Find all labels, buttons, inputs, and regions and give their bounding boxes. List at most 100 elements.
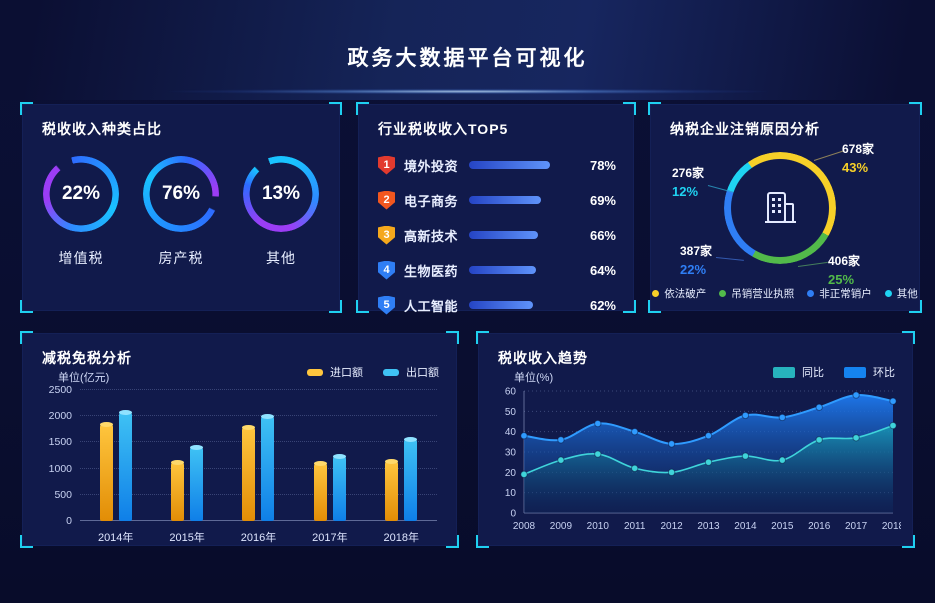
bar bbox=[469, 196, 541, 204]
industry-label: 人工智能 bbox=[404, 298, 459, 314]
panel-corner bbox=[20, 102, 33, 115]
legend-item[interactable]: 进口额 bbox=[307, 364, 363, 380]
donut-callout: 387家 22% bbox=[680, 242, 712, 280]
bar-group: 2018年 bbox=[384, 390, 419, 544]
panel-deregistration-analysis: 纳税企业注销原因分析 678家 43% bbox=[648, 102, 922, 313]
data-point bbox=[594, 450, 602, 458]
top5-row: 3 高新技术 66% bbox=[378, 224, 616, 246]
bar bbox=[99, 422, 113, 521]
legend-item[interactable]: 环比 bbox=[844, 364, 895, 380]
bar bbox=[190, 444, 204, 521]
bar bbox=[469, 161, 551, 169]
data-point bbox=[852, 391, 860, 399]
ring-item-other: 13% 其他 bbox=[242, 156, 320, 268]
donut-chart bbox=[724, 152, 836, 264]
data-point bbox=[631, 464, 639, 472]
panel-corner bbox=[356, 102, 369, 115]
data-point bbox=[631, 427, 639, 436]
grid-line: 2500 bbox=[49, 384, 437, 396]
top5-row: 2 电子商务 69% bbox=[378, 189, 616, 211]
rank-badge: 3 bbox=[378, 225, 395, 245]
x-axis-label: 2015 bbox=[771, 521, 794, 532]
panel-corner bbox=[20, 331, 33, 344]
donut-callout: 276家 12% bbox=[672, 164, 704, 202]
legend-dot bbox=[719, 290, 727, 297]
y-axis-tick: 0 bbox=[510, 509, 516, 520]
donut-legend: 依法破产 吊销营业执照 非正常销户 其他 bbox=[650, 286, 920, 301]
panel-title: 税收收入种类占比 bbox=[42, 121, 162, 137]
top5-row: 5 人工智能 62% bbox=[378, 294, 616, 316]
industry-value: 66% bbox=[589, 227, 616, 243]
top5-row: 4 生物医药 64% bbox=[378, 259, 616, 281]
bar-group: 2017年 bbox=[312, 390, 348, 544]
callout-count: 678家 bbox=[842, 142, 875, 156]
ring-label: 房产税 bbox=[158, 250, 204, 266]
donut-ring bbox=[143, 156, 219, 232]
y-axis-tick: 1500 bbox=[48, 436, 72, 449]
x-axis-label: 2014 bbox=[734, 521, 757, 532]
y-axis-tick: 0 bbox=[66, 515, 72, 527]
grid-line: 2000 bbox=[49, 410, 437, 422]
legend-swatch bbox=[383, 368, 399, 376]
bar-group: 2016年 bbox=[241, 390, 276, 544]
grid-line: 0 bbox=[66, 515, 437, 527]
y-axis-tick: 10 bbox=[505, 488, 517, 499]
donut-ring bbox=[43, 156, 119, 232]
legend-item[interactable]: 同比 bbox=[773, 364, 824, 380]
data-point bbox=[815, 436, 823, 444]
panel-corner bbox=[329, 102, 342, 115]
page-title: 政务大数据平台可视化 bbox=[347, 47, 588, 70]
y-axis-tick: 40 bbox=[505, 427, 517, 438]
legend-item[interactable]: 其他 bbox=[884, 286, 918, 301]
x-axis-label: 2008 bbox=[513, 521, 536, 532]
callout-count: 276家 bbox=[672, 166, 705, 180]
data-point bbox=[520, 432, 528, 440]
data-point bbox=[557, 436, 565, 444]
title-glow-divider bbox=[167, 89, 768, 94]
bar-chart-legend: 进口额 出口额 bbox=[307, 364, 439, 380]
data-point bbox=[520, 470, 528, 479]
donut-chart-area: 678家 43% 276家 12% 387家 22% 406家 25% 依法破产 bbox=[650, 104, 920, 311]
panel-industry-top5: 行业税收收入TOP5 1 境外投资 78% 2 电子商务 69% 3 高新技术 … bbox=[356, 102, 636, 315]
trend-chart-legend: 同比 环比 bbox=[773, 364, 895, 380]
y-axis-tick: 1000 bbox=[48, 462, 72, 475]
data-point bbox=[594, 419, 602, 428]
bar bbox=[469, 266, 536, 274]
panel-corner bbox=[902, 331, 915, 344]
callout-percent: 22% bbox=[680, 262, 707, 277]
top5-row: 1 境外投资 78% bbox=[378, 154, 616, 176]
bar bbox=[261, 414, 275, 521]
unit-label: 单位(%) bbox=[514, 372, 554, 384]
ring-item-property-tax: 76% 房产税 bbox=[142, 156, 220, 268]
rank-badge: 5 bbox=[378, 295, 395, 315]
ring-label: 增值税 bbox=[58, 250, 104, 266]
bar bbox=[242, 424, 256, 521]
data-point bbox=[741, 411, 750, 420]
ring-chart-row: 22% 增值税 76% 房产税 13% 其他 bbox=[42, 156, 320, 268]
bar bbox=[332, 453, 346, 521]
industry-value: 69% bbox=[589, 192, 616, 208]
bar-group: 2015年 bbox=[169, 390, 205, 544]
panel-corner bbox=[20, 535, 33, 548]
data-point bbox=[704, 432, 713, 440]
x-axis-label: 2018 bbox=[882, 521, 901, 532]
panel-corner bbox=[20, 300, 33, 313]
legend-item[interactable]: 吊销营业执照 bbox=[719, 286, 794, 301]
panel-corner bbox=[476, 535, 489, 548]
industry-value: 78% bbox=[589, 157, 616, 173]
panel-corner bbox=[446, 331, 459, 344]
panel-corner bbox=[648, 300, 661, 313]
industry-label: 电子商务 bbox=[404, 193, 459, 209]
legend-item[interactable]: 依法破产 bbox=[652, 286, 706, 301]
legend-item[interactable]: 出口额 bbox=[383, 364, 439, 380]
panel-corner bbox=[623, 300, 636, 313]
y-axis-tick: 20 bbox=[505, 468, 517, 479]
rank-badge: 4 bbox=[378, 260, 395, 280]
panel-corner bbox=[909, 300, 922, 313]
legend-item[interactable]: 非正常销户 bbox=[807, 286, 872, 301]
panel-corner bbox=[909, 102, 922, 115]
panel-corner bbox=[476, 331, 489, 344]
industry-value: 62% bbox=[589, 297, 616, 313]
x-axis-label: 2014年 bbox=[97, 532, 134, 544]
data-point bbox=[852, 434, 860, 442]
